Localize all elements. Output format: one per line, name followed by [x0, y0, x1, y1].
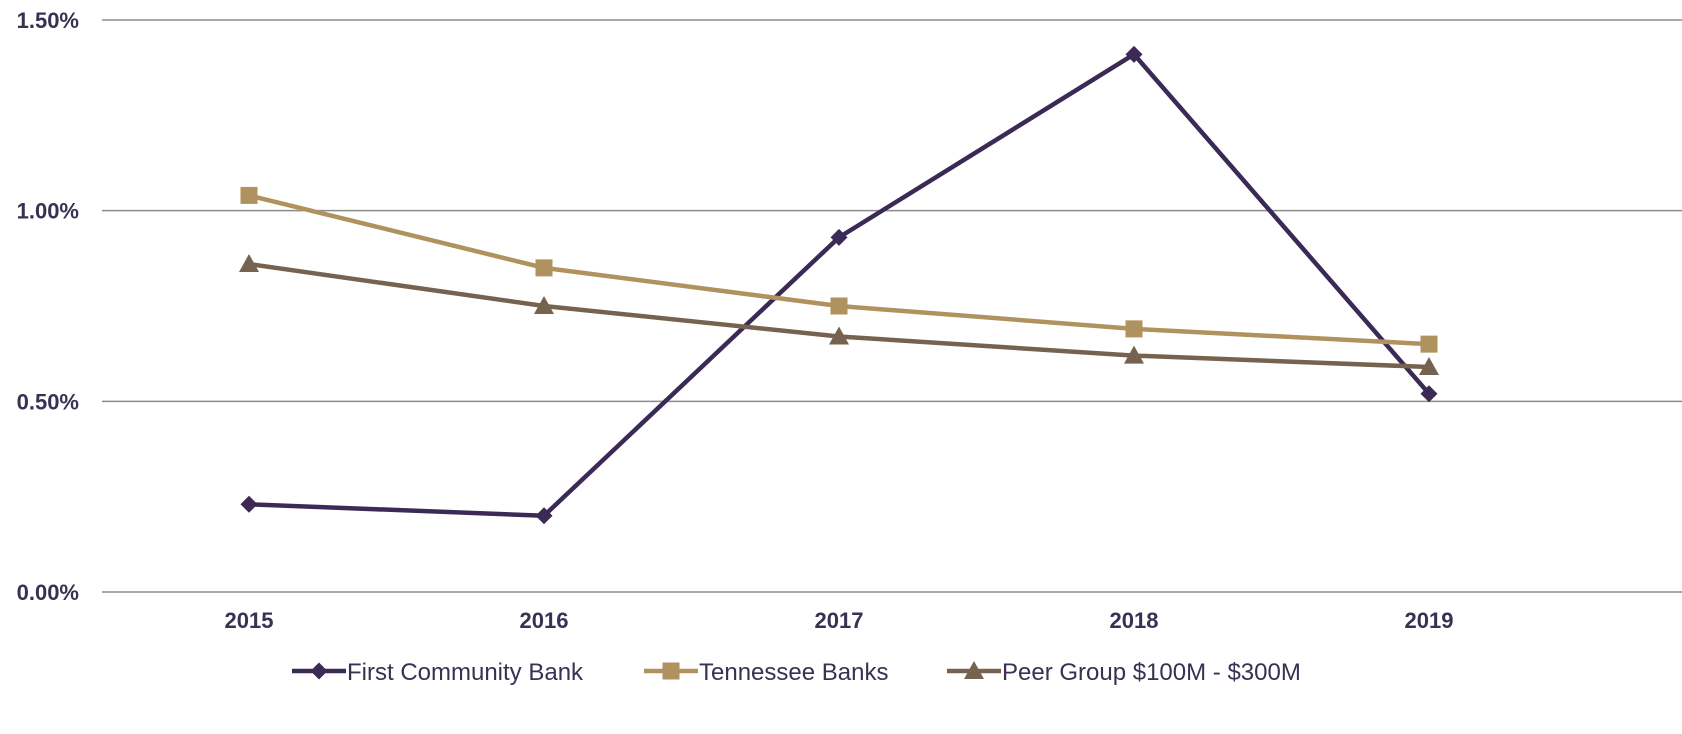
x-tick-label: 2016: [520, 608, 569, 633]
legend-marker: [964, 661, 984, 679]
legend-marker: [310, 662, 328, 680]
x-tick-label: 2017: [815, 608, 864, 633]
y-tick-label: 0.00%: [17, 580, 79, 605]
data-point-marker: [535, 507, 553, 525]
data-point-marker: [535, 259, 553, 277]
y-tick-label: 0.50%: [17, 389, 79, 414]
data-point-marker: [1124, 345, 1144, 364]
data-point-marker: [830, 228, 848, 246]
y-tick-label: 1.00%: [17, 199, 79, 224]
data-point-marker: [239, 254, 259, 273]
data-point-marker: [1420, 385, 1438, 403]
x-tick-label: 2015: [225, 608, 274, 633]
data-point-marker: [1125, 320, 1143, 338]
data-point-marker: [829, 326, 849, 345]
x-axis-tick-labels: 2015 2016 2017 2018 2019: [225, 608, 1454, 633]
series-line-1: [246, 52, 1432, 518]
x-tick-label: 2018: [1110, 608, 1159, 633]
data-point-marker: [1419, 357, 1439, 376]
data-point-marker: [240, 186, 258, 204]
series-lines: [246, 52, 1432, 518]
gridlines: [102, 19, 1682, 593]
legend-label: First Community Bank: [347, 659, 584, 686]
data-point-marker: [534, 296, 554, 314]
legend-label: Peer Group $100M - $300M: [1002, 659, 1301, 686]
series-markers: [239, 45, 1439, 525]
x-tick-label: 2019: [1405, 608, 1454, 633]
series-line-2: [246, 193, 1432, 347]
series-line-3: [246, 261, 1432, 370]
data-point-marker: [1420, 335, 1438, 353]
data-point-marker: [830, 297, 848, 315]
legend-label: Tennessee Banks: [699, 659, 888, 686]
y-tick-label: 1.50%: [17, 8, 79, 33]
legend-marker: [662, 662, 680, 680]
data-point-marker: [1125, 45, 1143, 63]
y-axis-tick-labels: 0.00% 0.50% 1.00% 1.50%: [17, 8, 79, 605]
data-point-marker: [240, 495, 258, 513]
legend: First Community Bank Tennessee Banks Peer …: [292, 659, 1301, 686]
